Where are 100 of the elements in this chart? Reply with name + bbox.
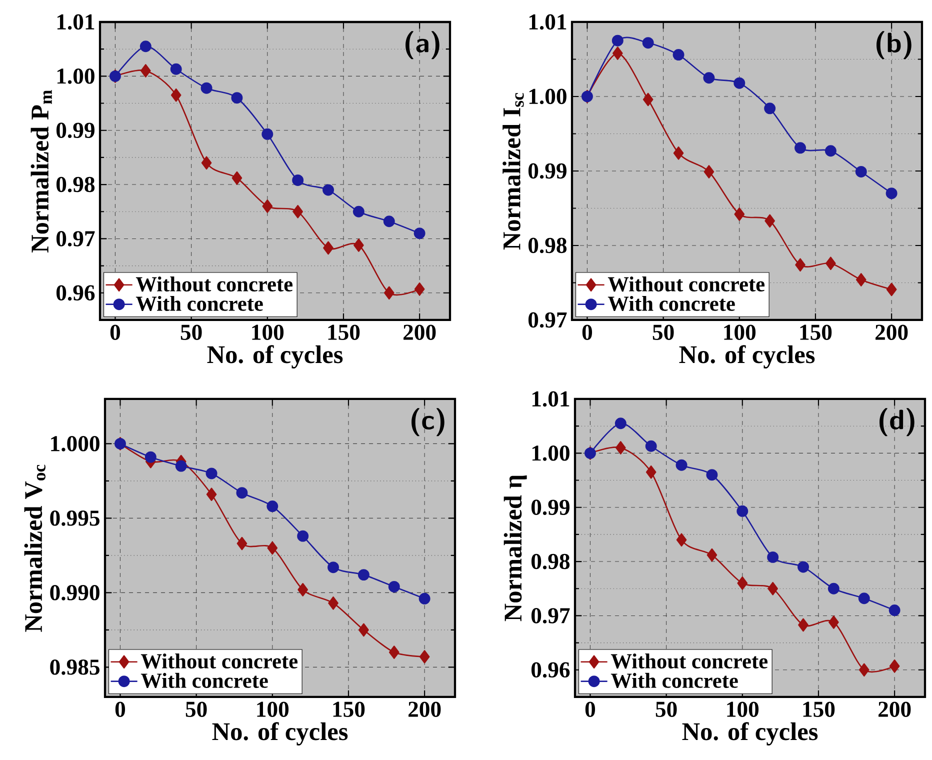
point bbox=[828, 616, 839, 629]
x-tick-label: 50 bbox=[180, 324, 202, 340]
point bbox=[236, 487, 248, 499]
point bbox=[267, 541, 278, 555]
point bbox=[706, 548, 718, 562]
y-tick-label: 0.985 bbox=[50, 659, 100, 675]
x-tick-label: 150 bbox=[333, 702, 365, 717]
legend-label: Without concrete bbox=[610, 653, 768, 669]
point bbox=[358, 623, 369, 637]
y-tick-label: 1.01 bbox=[529, 14, 566, 30]
point bbox=[764, 214, 775, 228]
point bbox=[826, 256, 836, 270]
point bbox=[676, 533, 687, 547]
y-tick-label: 0.99 bbox=[56, 122, 94, 138]
y-tick-label: 0.99 bbox=[528, 163, 566, 179]
annotation: (b) bbox=[876, 31, 912, 60]
y-tick-label: 0.98 bbox=[56, 176, 95, 192]
legend-label: Without concrete bbox=[136, 276, 293, 292]
point bbox=[358, 569, 370, 581]
point bbox=[798, 561, 809, 573]
legend-label: Without concrete bbox=[140, 653, 298, 669]
point bbox=[418, 592, 430, 604]
point bbox=[201, 156, 212, 170]
point bbox=[795, 258, 806, 272]
point bbox=[297, 530, 309, 542]
legend-label: With concrete bbox=[608, 296, 735, 312]
point bbox=[645, 440, 657, 452]
point bbox=[612, 34, 624, 46]
y-tick-label: 0.98 bbox=[531, 554, 570, 570]
point bbox=[298, 583, 308, 596]
point bbox=[419, 650, 430, 664]
x-tick-label: 200 bbox=[878, 702, 911, 717]
point bbox=[886, 188, 898, 200]
point bbox=[703, 72, 715, 84]
y-tick-label: 0.99 bbox=[531, 500, 570, 516]
y-axis-title: Normalized I$_{sc}$ bbox=[502, 92, 524, 250]
y-tick-label: 0.97 bbox=[528, 312, 567, 328]
point bbox=[794, 142, 806, 154]
point bbox=[704, 165, 714, 178]
x-tick-label: 150 bbox=[800, 324, 832, 340]
y-axis-title: Normalized η bbox=[504, 475, 527, 622]
point bbox=[889, 659, 900, 673]
point bbox=[414, 228, 426, 240]
point bbox=[388, 646, 400, 659]
point bbox=[292, 204, 303, 218]
point bbox=[384, 286, 394, 300]
point bbox=[734, 77, 746, 89]
y-tick-label: 1.00 bbox=[532, 445, 570, 461]
point bbox=[352, 206, 364, 218]
legend-label: With concrete bbox=[136, 296, 263, 312]
point bbox=[764, 102, 776, 114]
point bbox=[642, 37, 654, 49]
x-tick-label: 50 bbox=[186, 702, 207, 717]
point bbox=[231, 92, 243, 104]
x-tick-label: 0 bbox=[115, 702, 126, 717]
y-tick-label: 1.00 bbox=[529, 88, 566, 104]
point bbox=[824, 145, 836, 157]
point bbox=[734, 208, 745, 221]
x-tick-label: 100 bbox=[727, 702, 759, 717]
point bbox=[323, 241, 334, 255]
x-axis-title: No. of cycles bbox=[679, 345, 815, 368]
y-tick-label: 1.01 bbox=[532, 391, 570, 407]
annotation: (c) bbox=[412, 408, 444, 436]
point bbox=[144, 451, 156, 463]
point bbox=[612, 46, 623, 60]
y-tick-label: 0.97 bbox=[531, 608, 570, 624]
point bbox=[354, 238, 364, 252]
point bbox=[673, 146, 684, 160]
x-tick-label: 200 bbox=[404, 324, 436, 340]
y-axis-title: Normalized V$_{oc}$ bbox=[24, 464, 46, 632]
point bbox=[768, 582, 778, 596]
x-tick-label: 0 bbox=[110, 324, 120, 340]
x-tick-label: 200 bbox=[408, 702, 441, 717]
point bbox=[646, 465, 656, 479]
point bbox=[886, 282, 897, 296]
point bbox=[262, 128, 274, 140]
y-tick-label: 0.98 bbox=[528, 238, 567, 254]
point bbox=[232, 171, 242, 185]
legend-label: Without concrete bbox=[608, 276, 765, 292]
x-tick-label: 0 bbox=[582, 324, 592, 340]
point bbox=[706, 469, 718, 481]
x-tick-label: 50 bbox=[656, 702, 677, 717]
point bbox=[736, 505, 748, 517]
point bbox=[206, 488, 217, 502]
x-tick-label: 100 bbox=[257, 702, 289, 717]
point bbox=[858, 663, 870, 677]
y-tick-label: 0.97 bbox=[56, 231, 95, 246]
legend-label: With concrete bbox=[610, 672, 738, 688]
y-tick-label: 0.995 bbox=[50, 510, 100, 526]
point bbox=[236, 536, 248, 550]
point bbox=[170, 63, 182, 75]
point bbox=[642, 92, 654, 106]
point bbox=[855, 166, 867, 178]
point bbox=[140, 64, 151, 78]
point bbox=[767, 551, 779, 563]
point bbox=[856, 273, 866, 286]
point bbox=[292, 174, 304, 186]
point bbox=[262, 200, 273, 213]
point bbox=[206, 468, 218, 480]
point bbox=[858, 592, 870, 604]
